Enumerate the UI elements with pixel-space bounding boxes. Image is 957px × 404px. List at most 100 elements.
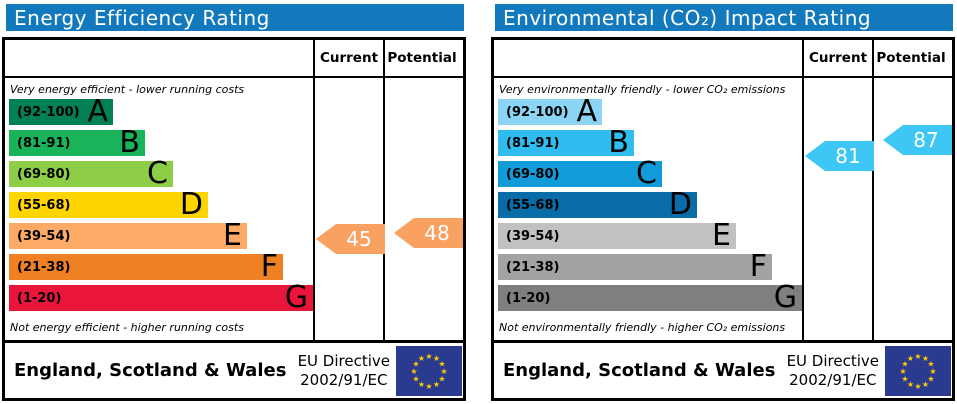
current-column-header: Current [802,40,872,76]
svg-text:★: ★ [901,359,908,368]
chart-body: Very environmentally friendly - lower CO… [494,78,952,340]
band-letter: A [576,94,597,129]
svg-text:★: ★ [418,380,425,389]
svg-text:★: ★ [927,374,934,383]
table-header-row: Current Potential [5,40,463,78]
svg-text:★: ★ [907,380,914,389]
band-range-label: (21-38) [506,259,560,275]
band-letter: E [223,218,242,253]
svg-text:★: ★ [440,367,447,376]
band-bar: (21-38) F [9,249,283,284]
band-letter: C [147,156,168,191]
svg-text:★: ★ [425,382,432,391]
band-letter: A [87,94,108,129]
band-range-label: (69-80) [17,166,71,182]
table-footer: England, Scotland & Wales EU Directive 2… [494,340,952,398]
svg-text:★: ★ [914,352,921,361]
band-bar: (55-68) D [498,187,697,222]
bottom-caption: Not energy efficient - higher running co… [10,321,244,334]
svg-text:★: ★ [410,367,417,376]
band-letter: F [749,249,767,284]
environmental-rating-table: Current Potential Very environmentally f… [491,37,955,401]
band-range-label: (1-20) [17,290,62,306]
band-range-label: (1-20) [506,290,551,306]
band-range-label: (92-100) [506,104,569,120]
band-bar: (55-68) D [9,190,208,220]
header-spacer-cell [5,40,313,76]
band-range-label: (81-91) [17,135,71,151]
band-ladder: Very energy efficient - lower running co… [5,78,313,340]
table-header-row: Current Potential [494,40,952,78]
current-column-header: Current [313,40,383,76]
svg-text:★: ★ [425,352,432,361]
panel-title: Environmental (CO₂) Impact Rating [503,5,872,30]
eu-flag-icon: ★ ★★ ★★★ ★★★ ★★★ [885,345,951,396]
panel-title: Energy Efficiency Rating [14,5,270,30]
band-bar: (92-100) A [498,94,602,129]
band-letter: F [260,249,278,284]
band-bar: (39-54) E [9,218,247,253]
band-range-label: (81-91) [506,135,560,151]
eu-directive-label: EU Directive 2002/91/EC [786,351,879,389]
potential-column-header: Potential [383,40,459,76]
current-rating-arrow: 81 [805,141,874,171]
band-range-label: (55-68) [17,197,71,213]
band-bar: (69-80) C [498,159,662,189]
current-rating-value: 81 [835,144,861,168]
svg-text:★: ★ [412,374,419,383]
svg-text:★: ★ [438,359,445,368]
potential-column [872,78,948,340]
svg-text:★: ★ [901,374,908,383]
svg-text:★: ★ [922,354,929,363]
energy-rating-table: Current Potential Very energy efficient … [2,37,466,401]
eu-directive-label: EU Directive 2002/91/EC [297,351,390,389]
band-bar: (81-91) B [498,125,634,160]
band-bar: (92-100) A [9,94,113,129]
band-range-label: (69-80) [506,166,560,182]
chart-body: Very energy efficient - lower running co… [5,78,463,340]
bottom-caption: Not environmentally friendly - higher CO… [499,321,786,334]
svg-text:★: ★ [433,380,440,389]
eu-flag-icon: ★ ★★ ★★★ ★★★ ★★★ [396,345,462,396]
band-letter: G [773,280,797,315]
potential-rating-value: 87 [913,128,939,152]
band-bar: (69-80) C [9,156,173,191]
current-rating-value: 45 [346,227,372,251]
svg-text:★: ★ [929,367,936,376]
band-bar: (39-54) E [498,218,736,253]
band-ladder: Very environmentally friendly - lower CO… [494,78,802,340]
band-letter: B [608,125,629,160]
potential-column [383,78,459,340]
svg-text:★: ★ [418,354,425,363]
band-letter: E [712,218,731,253]
svg-text:★: ★ [907,354,914,363]
svg-text:★: ★ [412,359,419,368]
band-bar: (81-91) B [9,125,145,160]
region-label: England, Scotland & Wales [14,360,287,381]
energy-efficiency-panel: Energy Efficiency Rating Current Potenti… [2,4,466,401]
band-range-label: (92-100) [17,104,80,120]
potential-rating-value: 48 [424,221,450,245]
svg-text:★: ★ [438,374,445,383]
svg-text:★: ★ [922,380,929,389]
band-letter: B [119,125,140,160]
svg-text:★: ★ [899,367,906,376]
band-range-label: (21-38) [17,259,71,275]
current-column [802,78,872,340]
svg-text:★: ★ [433,354,440,363]
svg-text:★: ★ [914,382,921,391]
band-bar: (1-20) G [9,280,313,315]
band-letter: G [284,280,308,315]
band-bar: (21-38) F [498,249,772,284]
svg-text:★: ★ [927,359,934,368]
potential-column-header: Potential [872,40,948,76]
band-range-label: (55-68) [506,197,560,213]
energy-title-bar: Energy Efficiency Rating [6,4,464,31]
table-footer: England, Scotland & Wales EU Directive 2… [5,340,463,398]
header-spacer-cell [494,40,802,76]
band-letter: D [668,187,692,222]
environmental-impact-panel: Environmental (CO₂) Impact Rating Curren… [491,4,955,401]
environmental-title-bar: Environmental (CO₂) Impact Rating [495,4,953,31]
region-label: England, Scotland & Wales [503,360,776,381]
